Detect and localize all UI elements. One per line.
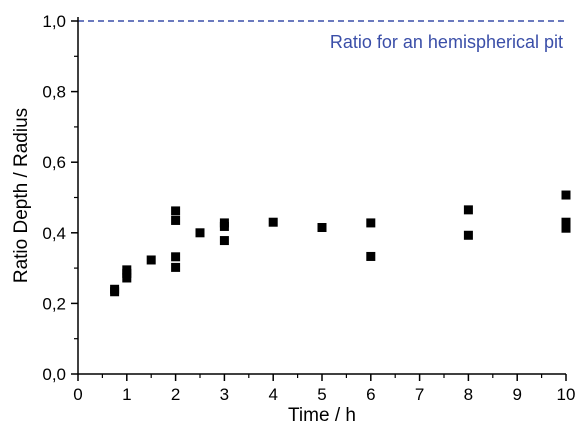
x-tick-label: 10 [557, 385, 576, 404]
y-tick-label: 1,0 [42, 12, 66, 31]
data-point [110, 287, 120, 297]
data-point [171, 206, 181, 216]
data-point [122, 273, 132, 283]
data-point [561, 190, 571, 200]
x-tick-label: 3 [220, 385, 229, 404]
y-ticks: 0,0 0,2 0,4 0,6 0,8 1,0 [42, 12, 78, 384]
x-tick-label: 1 [122, 385, 131, 404]
y-tick-label: 0,4 [42, 224, 66, 243]
data-point [366, 218, 376, 228]
y-tick-label: 0,8 [42, 83, 66, 102]
y-tick-label: 0,6 [42, 153, 66, 172]
data-point [171, 262, 181, 272]
data-point [219, 236, 229, 246]
y-tick-label: 0,2 [42, 294, 66, 313]
y-tick-label: 0,0 [42, 365, 66, 384]
data-points [110, 190, 571, 297]
y-axis-label: Ratio Depth / Radius [11, 108, 32, 283]
x-tick-label: 5 [317, 385, 326, 404]
data-point [463, 205, 473, 215]
data-point [171, 252, 181, 262]
data-point [463, 230, 473, 240]
data-point [268, 217, 278, 227]
reference-line-label: Ratio for an hemispherical pit [330, 32, 563, 52]
axes [77, 17, 566, 375]
x-tick-label: 9 [512, 385, 521, 404]
data-point [122, 268, 132, 278]
x-tick-label: 2 [171, 385, 180, 404]
data-point [219, 221, 229, 231]
reference-line-group: Ratio for an hemispherical pit [78, 20, 566, 52]
data-point [171, 215, 181, 225]
data-point [561, 217, 571, 227]
data-point [561, 223, 571, 233]
x-tick-label: 6 [366, 385, 375, 404]
x-tick-label: 4 [268, 385, 277, 404]
data-point [195, 228, 205, 238]
x-tick-label: 0 [73, 385, 82, 404]
x-tick-label: 8 [464, 385, 473, 404]
x-axis-label: Time / h [288, 405, 356, 426]
x-tick-label: 7 [415, 385, 424, 404]
x-ticks: 0 1 2 3 4 5 6 7 8 9 10 [73, 374, 575, 404]
data-point [317, 223, 327, 233]
data-point [366, 251, 376, 261]
data-point [146, 255, 156, 265]
